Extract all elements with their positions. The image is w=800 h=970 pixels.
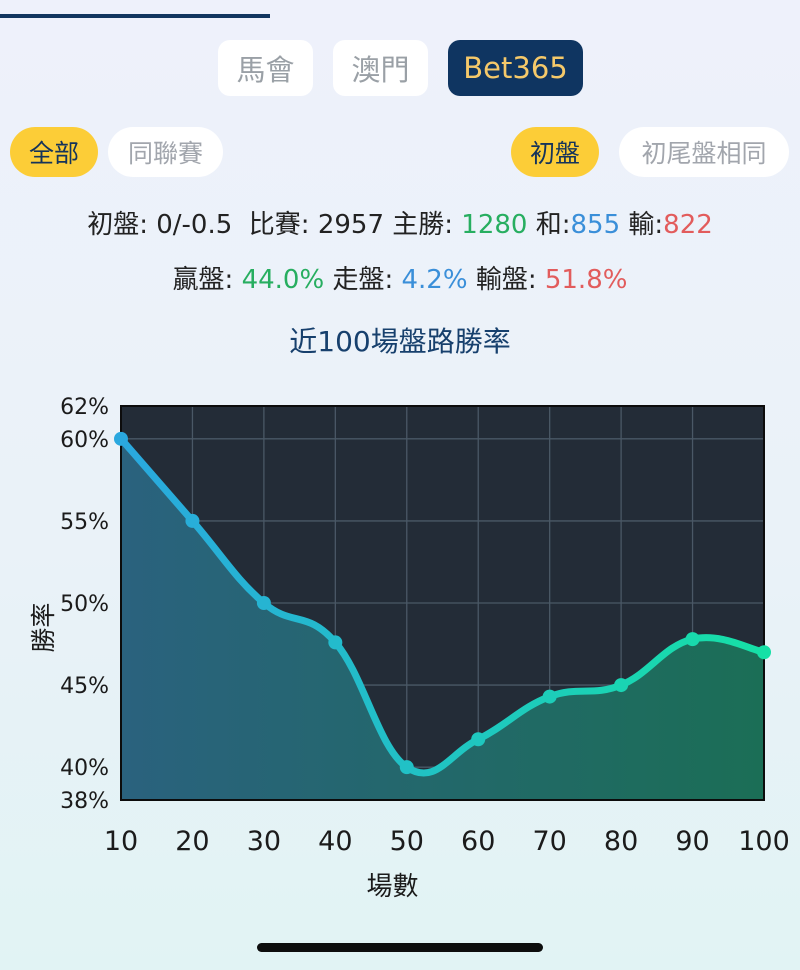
data-point	[614, 678, 629, 693]
x-tick-label: 60	[461, 826, 495, 857]
y-tick-label: 50%	[60, 592, 109, 617]
stats-line-1: 初盤: 0/-0.5 比賽: 2957 主勝: 1280 和:855 輸:822	[0, 204, 800, 241]
tab-bet365[interactable]: Bet365	[448, 40, 583, 96]
win-rate-line-chart: 62% 60% 55% 50% 45% 40% 38% 10 20 30 40 50 60 70 80 90…	[29, 395, 790, 902]
data-point	[114, 431, 128, 446]
x-tick-label: 30	[247, 826, 281, 857]
lose-plate-value: 51.8%	[544, 265, 628, 295]
x-tick-label: 70	[532, 826, 566, 857]
y-tick-label: 55%	[60, 510, 109, 535]
data-point	[185, 513, 200, 528]
lose-value: 822	[663, 210, 713, 240]
win-rate-area	[121, 438, 764, 800]
plot-border	[120, 405, 765, 801]
tab-macau[interactable]: 澳門	[333, 40, 428, 96]
data-point	[542, 689, 557, 704]
stats-line-2: 贏盤: 44.0% 走盤: 4.2% 輸盤: 51.8%	[0, 259, 800, 296]
y-axis-label: 勝率	[29, 603, 58, 653]
lose-plate-label: 輸盤:	[475, 265, 537, 295]
win-rate-line	[117, 435, 768, 777]
home-win-label: 主勝:	[392, 210, 454, 240]
x-axis-label: 場數	[366, 872, 418, 902]
x-tick-label: 50	[390, 826, 424, 857]
home-indicator[interactable]	[257, 943, 543, 952]
draw-value: 855	[570, 210, 621, 240]
handicap-value: 0/-0.5	[156, 210, 233, 240]
data-point	[685, 632, 700, 647]
data-point	[757, 645, 771, 660]
filter-same-league[interactable]: 同聯賽	[108, 127, 223, 177]
data-point	[399, 760, 414, 775]
filter-all[interactable]: 全部	[10, 127, 98, 177]
filter-same-opening-closing[interactable]: 初尾盤相同	[619, 127, 789, 177]
tab-jockey-club[interactable]: 馬會	[218, 40, 313, 96]
win-plate-label: 贏盤:	[172, 265, 234, 295]
data-point	[471, 732, 486, 747]
x-tick-label: 90	[675, 826, 709, 857]
lose-label: 輸:	[628, 210, 664, 240]
x-tick-label: 80	[604, 826, 638, 857]
matches-label: 比賽:	[248, 210, 310, 240]
x-tick-label: 10	[104, 826, 138, 857]
y-tick-label: 38%	[60, 789, 109, 814]
y-tick-label: 45%	[60, 674, 109, 699]
y-tick-label: 62%	[60, 395, 109, 420]
home-win-value: 1280	[461, 210, 528, 240]
x-tick-label: 40	[318, 826, 352, 857]
data-point	[328, 635, 343, 650]
y-tick-label: 40%	[60, 756, 109, 781]
y-tick-label: 60%	[60, 428, 109, 453]
win-plate-value: 44.0%	[241, 265, 325, 295]
matches-value: 2957	[317, 210, 384, 240]
chart-title: 近100場盤路勝率	[289, 325, 511, 358]
filter-opening-line[interactable]: 初盤	[511, 127, 599, 177]
x-tick-label: 100	[738, 826, 790, 857]
data-point	[256, 596, 271, 610]
push-label: 走盤:	[332, 265, 394, 295]
draw-label: 和:	[535, 210, 571, 240]
x-tick-label: 20	[175, 826, 209, 857]
push-value: 4.2%	[401, 265, 468, 295]
top-tab-indicator	[0, 14, 270, 18]
handicap-label: 初盤:	[87, 210, 148, 240]
